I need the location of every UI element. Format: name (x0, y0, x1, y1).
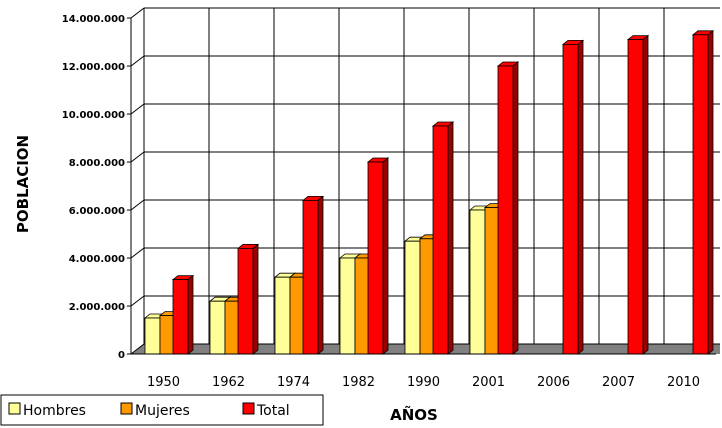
x-tick-label: 2001 (472, 375, 505, 390)
bar-side-face (512, 61, 519, 355)
y-tick-label: 8.000.000 (69, 158, 125, 169)
legend-swatch-total (242, 402, 255, 415)
bar-side-face (187, 274, 194, 355)
legend-swatch-mujeres (120, 402, 133, 415)
bar-front-face (469, 209, 486, 355)
y-axis-title: POBLACION (14, 135, 32, 233)
bar-side-face (707, 29, 714, 355)
bar-total-1982 (366, 157, 390, 355)
y-tick-label: 4.000.000 (69, 254, 125, 265)
y-tick-label: 0 (118, 350, 125, 361)
legend-label-hombres: Hombres (23, 403, 86, 419)
bar-front-face (237, 247, 254, 355)
bar-front-face (302, 199, 319, 355)
bar-total-2010 (691, 29, 715, 355)
chart-bars (143, 29, 715, 355)
bar-front-face (627, 39, 644, 355)
bar-front-face (404, 240, 421, 355)
chart-axes (127, 17, 716, 355)
y-tick-label: 10.000.000 (62, 110, 125, 121)
bar-total-2006 (561, 39, 585, 355)
gridline-side (130, 55, 145, 67)
legend-label-mujeres: Mujeres (135, 403, 190, 419)
x-tick-label: 1962 (212, 375, 245, 390)
chart-legend: Hombres Mujeres Total (0, 394, 324, 426)
bar-front-face (432, 125, 449, 355)
x-axis-title: AÑOS (390, 405, 438, 424)
bar-total-1962 (236, 243, 260, 355)
gridline-side (130, 7, 145, 19)
x-tick-label: 1974 (277, 375, 310, 390)
bar-front-face (144, 317, 161, 355)
gridline-side (130, 295, 145, 307)
bar-front-face (692, 34, 709, 355)
bar-total-2007 (626, 34, 650, 355)
bar-side-face (577, 39, 584, 355)
x-tick-label: 1982 (342, 375, 375, 390)
y-tick-label: 2.000.000 (69, 302, 125, 313)
bar-side-face (252, 243, 259, 355)
legend-box (0, 394, 324, 426)
y-tick-label: 6.000.000 (69, 206, 125, 217)
x-tick-label: 2010 (667, 375, 700, 390)
bar-front-face (172, 279, 189, 355)
bar-side-face (317, 195, 324, 355)
x-axis-tick-labels: 1950 1962 1974 1982 1990 2001 2006 2007 2010 (147, 375, 700, 390)
bar-total-1990 (431, 121, 455, 355)
bar-front-face (274, 276, 291, 355)
bar-front-face (497, 65, 514, 355)
x-tick-label: 1990 (407, 375, 440, 390)
gridline-side (130, 247, 145, 259)
gridline-side (130, 151, 145, 163)
y-axis-tick-labels: 0 2.000.000 4.000.000 6.000.000 8.000.000 10.… (62, 14, 125, 361)
gridline-side (130, 199, 145, 211)
bar-side-face (382, 157, 389, 355)
bar-front-face (367, 161, 384, 355)
x-tick-label: 2007 (602, 375, 635, 390)
gridline-side (130, 343, 145, 355)
bar-total-1950 (171, 274, 195, 355)
x-tick-label: 1950 (147, 375, 180, 390)
gridline-side (130, 103, 145, 115)
x-tick-label: 2006 (537, 375, 570, 390)
y-tick-label: 14.000.000 (62, 14, 125, 25)
bar-side-face (642, 34, 649, 355)
bar-front-face (339, 257, 356, 355)
legend-label-total: Total (256, 403, 290, 419)
bar-total-2001 (496, 61, 520, 355)
bar-total-1974 (301, 195, 325, 355)
bar-front-face (562, 44, 579, 355)
bar-side-face (447, 121, 454, 355)
legend-swatch-hombres (8, 402, 21, 415)
y-tick-label: 12.000.000 (62, 62, 125, 73)
chart-gridlines (130, 7, 720, 355)
bar-front-face (209, 300, 226, 355)
